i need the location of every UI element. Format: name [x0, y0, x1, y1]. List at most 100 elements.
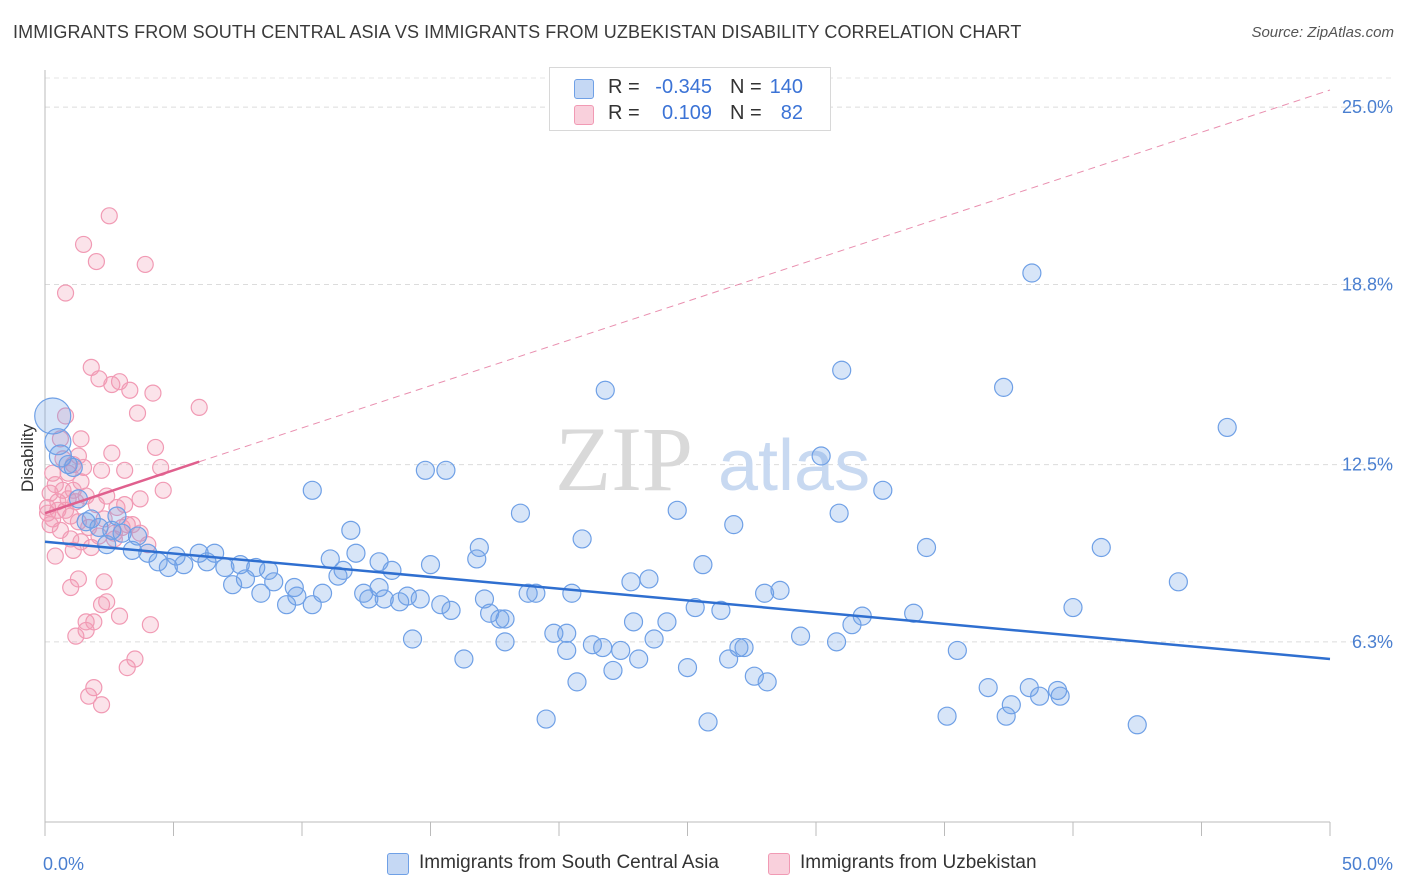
uzbekistan-point — [100, 207, 118, 225]
south-central-asia-point — [557, 623, 577, 643]
uzbekistan-point — [87, 252, 106, 271]
south-central-asia-point — [1091, 537, 1111, 558]
south-central-asia-point — [572, 529, 592, 549]
south-central-asia-point — [754, 583, 775, 603]
south-central-asia-point — [832, 360, 852, 380]
south-central-asia-point — [811, 446, 831, 466]
south-central-asia-point — [1001, 695, 1021, 715]
south-central-asia-point — [639, 569, 659, 589]
south-central-asia-point — [595, 380, 615, 400]
south-central-asia-point — [557, 640, 577, 661]
legend-swatch-blue — [574, 79, 594, 99]
south-central-asia-point — [97, 535, 117, 555]
uzbekistan-point — [154, 481, 172, 499]
south-central-asia-point — [734, 637, 754, 658]
uzbekistan-point — [85, 613, 103, 631]
south-central-asia-point — [1063, 597, 1083, 618]
uzbekistan-point — [190, 398, 208, 416]
south-central-asia-point — [312, 583, 333, 603]
south-central-asia-point — [693, 555, 713, 575]
south-central-asia-point — [469, 537, 489, 558]
south-central-asia-point — [994, 377, 1014, 397]
south-central-asia-point — [474, 589, 495, 609]
south-central-asia-point — [757, 672, 777, 692]
south-central-asia-point — [341, 520, 361, 540]
uzbekistan-point — [121, 381, 139, 399]
south-central-asia-point — [415, 460, 435, 480]
south-central-asia-point — [420, 555, 441, 575]
watermark-atlas: atlas — [718, 426, 870, 506]
south-central-asia-point — [829, 503, 849, 523]
south-central-asia-point — [302, 480, 322, 500]
uzbekistan-point — [74, 235, 93, 254]
uzbekistan-point — [56, 284, 75, 302]
grid — [45, 77, 1395, 643]
uzbekistan-point — [126, 650, 144, 668]
legend-n-label: N = — [730, 102, 762, 124]
legend-r-label: R = — [608, 102, 640, 124]
south-central-asia-point — [657, 612, 677, 632]
uzbekistan-point — [85, 679, 103, 697]
south-central-asia-point — [1029, 686, 1050, 706]
legend-r-value: -0.345 — [655, 76, 712, 98]
south-central-asia-point — [621, 572, 641, 592]
south-central-asia-point — [567, 672, 587, 692]
uzbekistan-point — [92, 461, 111, 479]
watermark: ZIP atlas — [555, 408, 870, 510]
y-tick-label: 25.0% — [1342, 97, 1393, 117]
tick-labels: 6.3% 12.5% 18.8% 25.0% 0.0% 50.0% Disability — [18, 97, 1393, 874]
south-central-asia-point — [1022, 263, 1042, 283]
south-central-asia-point — [978, 678, 998, 698]
uzbekistan-point — [116, 461, 134, 479]
south-central-asia-point — [593, 637, 613, 658]
uzbekistan-point — [144, 384, 162, 402]
uzbekistan-point — [95, 573, 113, 591]
bottom-legend-label: Immigrants from Uzbekistan — [800, 852, 1037, 873]
south-central-asia-point — [495, 609, 515, 629]
south-central-asia-point — [937, 706, 957, 726]
uzbekistan-point — [56, 407, 75, 425]
chart-title: IMMIGRANTS FROM SOUTH CENTRAL ASIA VS IM… — [13, 22, 1022, 42]
south-central-asia-point — [677, 657, 698, 678]
south-central-asia-point — [623, 612, 644, 632]
uzbekistan-point — [72, 430, 90, 448]
south-central-asia-point — [382, 560, 402, 580]
uzbekistan-point — [69, 570, 88, 588]
south-central-asia-point — [790, 626, 811, 646]
uzbekistan-point — [67, 627, 85, 645]
uzbekistan-point — [92, 596, 111, 614]
south-central-asia-point — [629, 649, 649, 669]
south-central-asia-point — [916, 537, 937, 558]
uzbekistan-point — [98, 593, 116, 611]
uzbekistan-point — [51, 430, 70, 448]
legend-r-value: 0.109 — [661, 102, 712, 124]
south-central-asia-point — [724, 515, 744, 535]
south-central-asia-point — [436, 460, 456, 480]
uzbekistan-trend-extension — [199, 89, 1331, 463]
correlation-legend: R = -0.345 N = 140 R = 0.109 N = 82 — [549, 67, 831, 131]
south-central-asia-point — [770, 580, 790, 600]
south-central-asia-point — [402, 629, 423, 649]
south-central-asia-point — [536, 709, 556, 729]
south-central-asia-point — [346, 543, 366, 563]
bottom-legend-swatch-blue — [387, 853, 409, 875]
south-central-asia-point — [947, 640, 967, 661]
south-central-asia-point — [112, 523, 132, 543]
south-central-asia-trend-line — [44, 540, 1331, 661]
uzbekistan-point — [110, 607, 129, 625]
uzbekistan-point — [131, 490, 149, 508]
uzbekistan-point — [128, 404, 147, 422]
south-central-asia-point — [729, 637, 749, 658]
legend-n-label: N = — [730, 76, 762, 98]
south-central-asia-point — [127, 526, 148, 546]
south-central-asia-point — [264, 572, 284, 592]
south-central-asia-point — [644, 629, 664, 649]
south-central-asia-point — [174, 555, 194, 575]
south-central-asia-point — [711, 600, 731, 621]
south-central-asia-point — [603, 660, 623, 681]
uzbekistan-point — [92, 696, 111, 714]
south-central-asia-point — [1050, 686, 1070, 706]
x-tick-label-max: 50.0% — [1342, 854, 1393, 874]
uzbekistan-point — [80, 687, 98, 705]
